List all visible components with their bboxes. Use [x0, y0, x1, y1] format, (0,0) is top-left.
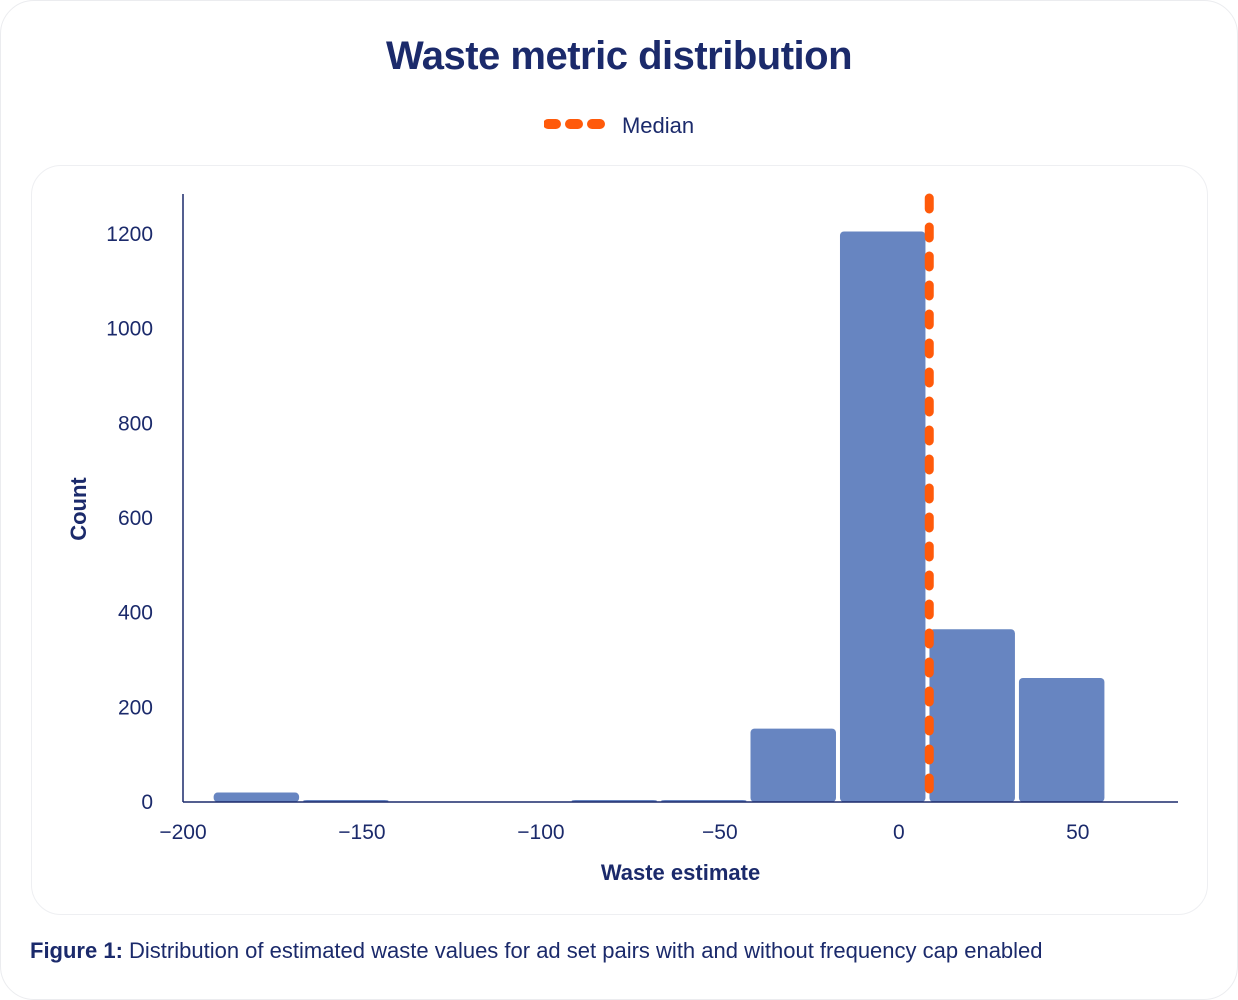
histogram-bar-9	[1018, 677, 1105, 802]
x-tick-label: 50	[1066, 821, 1089, 844]
y-tick-label: 800	[118, 412, 153, 435]
histogram-bar-6	[750, 728, 836, 802]
figure-caption: Figure 1: Distribution of estimated wast…	[30, 938, 1220, 964]
chart-title: Waste metric distribution	[385, 34, 853, 78]
x-tick-label: −200	[159, 821, 206, 844]
bars-layer	[213, 231, 1105, 802]
y-tick-label: 600	[118, 507, 153, 530]
y-axis-label: Count	[66, 477, 91, 541]
x-tick-label: −50	[702, 821, 738, 844]
histogram-bar-7	[839, 231, 926, 802]
histogram-bar-8	[929, 629, 1015, 802]
x-tick-label: −100	[517, 821, 564, 844]
x-tick-label: −150	[338, 821, 385, 844]
histogram-bar-0	[213, 792, 300, 802]
x-axis-label: Waste estimate	[601, 860, 760, 885]
caption-text: Distribution of estimated waste values f…	[122, 938, 1043, 963]
y-tick-label: 0	[141, 791, 153, 814]
y-tick-label: 1200	[106, 223, 153, 246]
caption-label: Figure 1:	[30, 938, 123, 963]
y-tick-label: 400	[118, 602, 153, 625]
x-tick-label: 0	[893, 821, 905, 844]
ticks-layer: 0 200 400 600 800 1000 1200 −200 −150 −100 −50 0 50	[106, 223, 1089, 844]
chart-card: 0 200 400 600 800 1000 1200 −200 −150 −100 −50 0 50 …	[31, 165, 1208, 915]
median-legend-swatch	[543, 119, 608, 130]
median-legend-label: Median	[621, 113, 695, 139]
chart-legend: Median	[0, 112, 1238, 139]
y-tick-label: 1000	[106, 318, 153, 341]
y-tick-label: 200	[118, 696, 153, 719]
axes-layer	[182, 194, 1178, 803]
